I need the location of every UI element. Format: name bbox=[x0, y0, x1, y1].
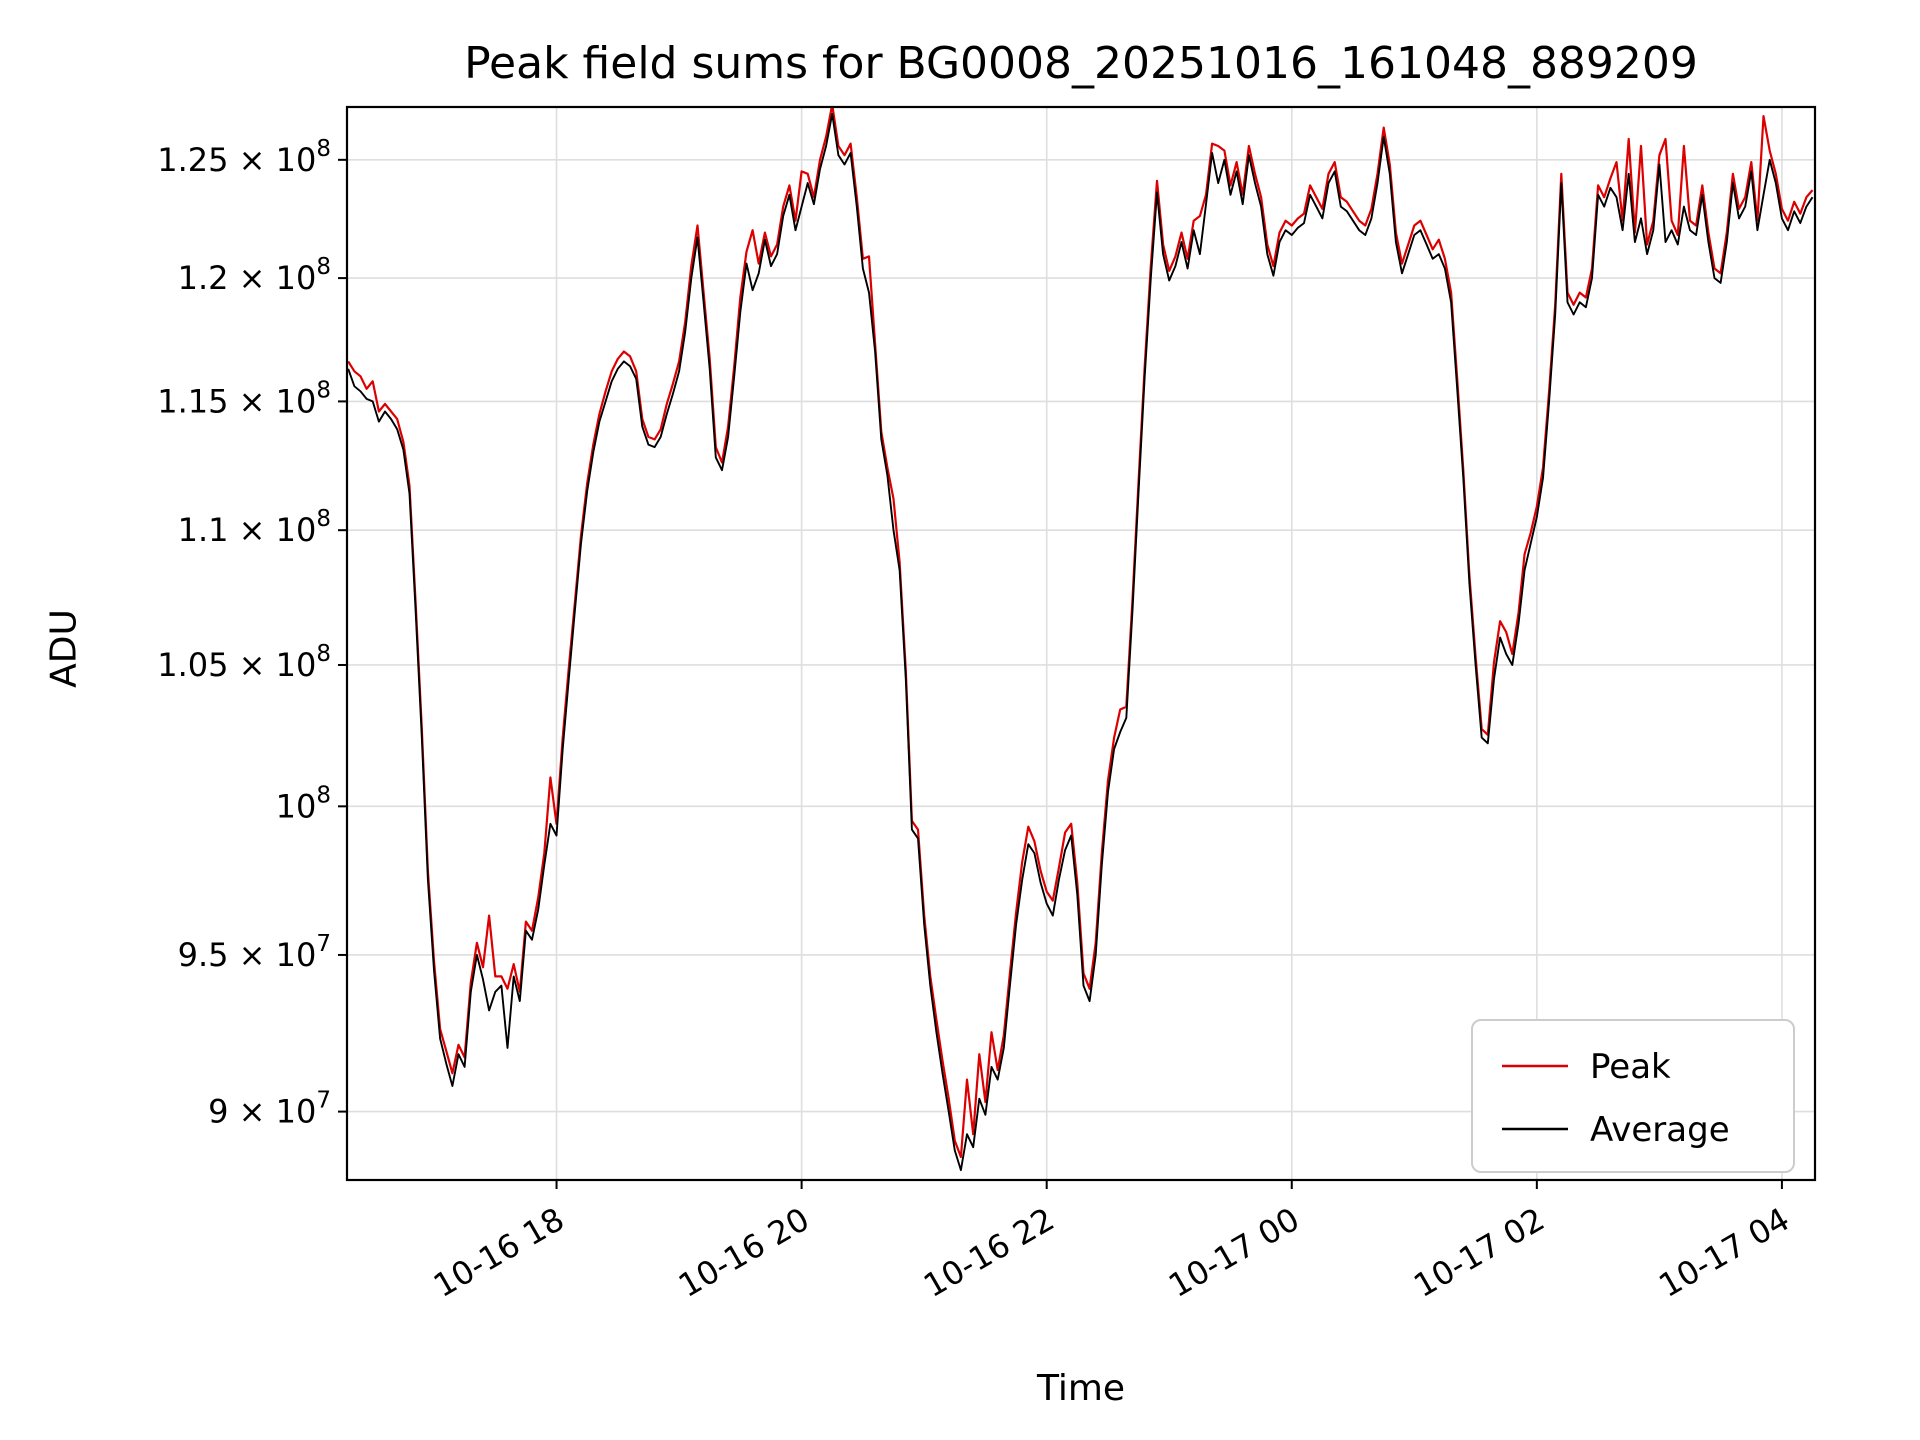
x-tick-label: 10-16 18 bbox=[427, 1200, 571, 1305]
legend-label-average: Average bbox=[1590, 1110, 1730, 1150]
y-tick-label: 1.1 × 108 bbox=[178, 506, 331, 549]
y-tick-label: 1.15 × 108 bbox=[157, 377, 331, 420]
plot-frame bbox=[345, 105, 1817, 1182]
series bbox=[347, 107, 1814, 1172]
chart-title: Peak field sums for BG0008_20251016_1610… bbox=[464, 38, 1698, 89]
y-tick-label: 108 bbox=[276, 782, 331, 825]
legend: Peak Average bbox=[1471, 1019, 1795, 1173]
x-tick-label: 10-16 22 bbox=[917, 1200, 1061, 1305]
y-tick-label: 9.5 × 107 bbox=[178, 931, 331, 974]
average-line bbox=[347, 112, 1814, 1172]
y-tick-label: 1.25 × 108 bbox=[157, 136, 331, 179]
legend-label-peak: Peak bbox=[1590, 1047, 1671, 1087]
x-tick-label: 10-17 04 bbox=[1652, 1200, 1796, 1305]
y-tick-label: 1.05 × 108 bbox=[157, 641, 331, 684]
legend-box bbox=[1471, 1019, 1795, 1173]
x-tick-label: 10-17 00 bbox=[1162, 1200, 1306, 1305]
x-tick-label: 10-17 02 bbox=[1407, 1200, 1551, 1305]
x-tick-label: 10-16 20 bbox=[672, 1200, 816, 1305]
y-tick-label: 9 × 107 bbox=[208, 1088, 331, 1131]
y-tick-label: 1.2 × 108 bbox=[178, 254, 331, 297]
x-axis-label: Time bbox=[1036, 1368, 1126, 1409]
